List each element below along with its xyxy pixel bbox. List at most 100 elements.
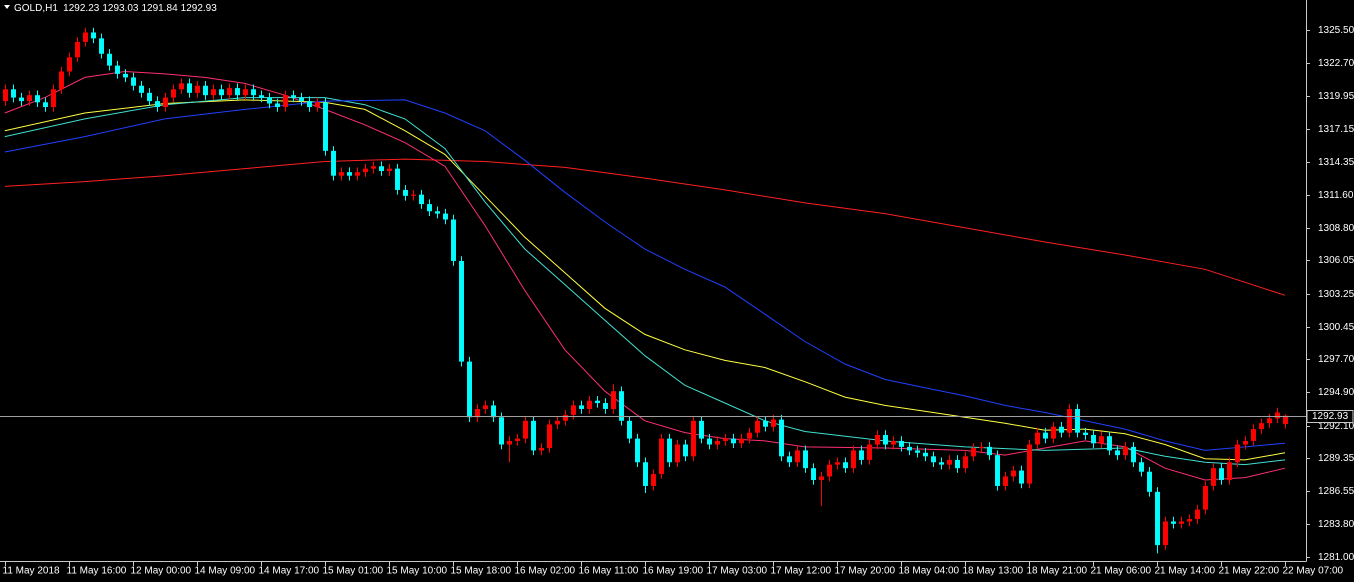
- candle-body: [563, 414, 568, 421]
- candle-body: [435, 211, 440, 214]
- candle-body: [531, 420, 536, 451]
- candle-body: [315, 102, 320, 108]
- candle-body: [1027, 444, 1032, 484]
- candle-body: [1203, 485, 1208, 510]
- candle-body: [107, 53, 112, 66]
- candle-body: [483, 405, 488, 409]
- candle-body: [323, 102, 328, 151]
- chart-title: GOLD,H1: [14, 3, 58, 14]
- candle-body: [115, 65, 120, 74]
- candle-body: [675, 444, 680, 463]
- y-tick-label: 1303.25: [1318, 289, 1354, 300]
- candle-body: [163, 97, 168, 108]
- candle-body: [11, 89, 16, 98]
- candle-body: [219, 89, 224, 96]
- candle-body: [779, 419, 784, 457]
- candle-body: [67, 57, 72, 72]
- header-low: 1291.84: [141, 3, 178, 14]
- y-tick-label: 1289.35: [1318, 453, 1354, 464]
- candle-body: [859, 450, 864, 460]
- price-label-box: [1306, 410, 1354, 423]
- candle-body: [635, 438, 640, 463]
- candle-body: [875, 435, 880, 445]
- candle-body: [739, 438, 744, 444]
- candle-body: [971, 448, 976, 457]
- candle-body: [499, 417, 504, 445]
- x-tick-label: 21 May 22:00: [1219, 566, 1280, 577]
- candle-body: [1227, 462, 1232, 481]
- candle-body: [1171, 521, 1176, 524]
- x-tick-label: 11 May 16:00: [67, 566, 127, 577]
- candle-body: [99, 38, 104, 54]
- x-tick-label: 15 May 10:00: [387, 566, 448, 577]
- candle-body: [1043, 432, 1048, 439]
- x-tick-label: 18 May 13:00: [963, 566, 1024, 577]
- candle-body: [451, 219, 456, 261]
- candle-body: [259, 95, 264, 98]
- candle-body: [227, 88, 232, 96]
- candle-body: [1107, 436, 1112, 451]
- candle-body: [35, 95, 40, 103]
- candle-body: [379, 166, 384, 171]
- candle-body: [59, 71, 64, 90]
- candle-body: [835, 462, 840, 465]
- candle-body: [203, 85, 208, 96]
- candle-body: [291, 95, 296, 98]
- candle-body: [43, 102, 48, 108]
- candle-body: [347, 172, 352, 176]
- menu-arrow[interactable]: [4, 5, 10, 9]
- candle-body: [459, 260, 464, 362]
- candle-body: [811, 468, 816, 481]
- candle-body: [331, 150, 336, 176]
- candle-body: [155, 101, 160, 108]
- candle-body: [1099, 436, 1104, 444]
- candle-body: [699, 420, 704, 439]
- header-close: 1292.93: [181, 3, 218, 14]
- candle-body: [411, 194, 416, 196]
- candle-body: [571, 405, 576, 415]
- candle-body: [995, 455, 1000, 486]
- candle-body: [19, 97, 24, 102]
- y-tick-label: 1306.05: [1318, 255, 1354, 266]
- candle-body: [939, 462, 944, 465]
- candle-body: [75, 41, 80, 58]
- candle-body: [1211, 468, 1216, 486]
- candle-body: [1243, 440, 1248, 445]
- candle-body: [1267, 418, 1272, 424]
- candle-body: [139, 85, 144, 93]
- x-tick-label: 21 May 06:00: [1091, 566, 1152, 577]
- candle-body: [1187, 519, 1192, 522]
- candle-body: [467, 361, 472, 418]
- candle-body: [419, 194, 424, 205]
- candle-body: [387, 168, 392, 171]
- candle-body: [619, 391, 624, 421]
- y-tick-label: 1325.50: [1318, 25, 1354, 36]
- candle-body: [251, 89, 256, 96]
- candle-body: [355, 172, 360, 176]
- candle-body: [1059, 426, 1064, 433]
- y-tick-label: 1292.10: [1318, 421, 1354, 432]
- candle-body: [83, 32, 88, 42]
- candle-body: [747, 432, 752, 439]
- candle-body: [1139, 462, 1144, 472]
- y-tick-label: 1294.90: [1318, 387, 1354, 398]
- candle-body: [595, 400, 600, 404]
- candle-body: [787, 456, 792, 463]
- candle-body: [883, 435, 888, 445]
- indicator-line: [4, 70, 1286, 481]
- candle-body: [1275, 412, 1280, 419]
- candle-body: [555, 420, 560, 425]
- x-tick-label: 22 May 07:00: [1283, 566, 1344, 577]
- candle-body: [427, 204, 432, 212]
- y-tick-label: 1281.00: [1318, 552, 1354, 563]
- candle-body: [283, 95, 288, 108]
- candle-body: [475, 408, 480, 418]
- y-tick-label: 1314.35: [1318, 157, 1354, 168]
- candle-body: [827, 464, 832, 477]
- candle-body: [899, 440, 904, 447]
- candle-body: [987, 446, 992, 456]
- candle-body: [147, 92, 152, 102]
- candle-body: [363, 168, 368, 173]
